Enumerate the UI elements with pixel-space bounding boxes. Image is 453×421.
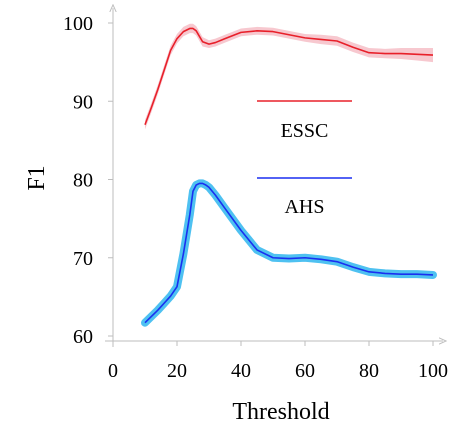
- y-tick-label: 80: [73, 170, 93, 192]
- y-ticks: 60 70 80 90 100: [63, 13, 113, 348]
- y-tick-label: 90: [73, 91, 93, 113]
- band-essc: [145, 23, 433, 130]
- legend-label-ahs: AHS: [284, 196, 324, 218]
- y-axis-label: F1: [24, 165, 50, 190]
- x-tick-label: 80: [359, 360, 379, 382]
- series-line-essc: [144, 27, 434, 126]
- series-layer: [141, 23, 437, 327]
- x-axis-label: Threshold: [232, 399, 329, 421]
- legend: ESSC AHS: [257, 100, 352, 218]
- x-tick-label: 40: [231, 360, 251, 382]
- legend-label-essc: ESSC: [281, 120, 329, 142]
- x-tick-label: 60: [295, 360, 315, 382]
- x-tick-label: 20: [167, 360, 187, 382]
- y-tick-label: 70: [73, 248, 93, 270]
- x-tick-label: 100: [418, 360, 448, 382]
- x-ticks: 0 20 40 60 80 100: [108, 341, 448, 382]
- x-tick-label: 0: [108, 360, 118, 382]
- y-tick-label: 100: [63, 13, 93, 35]
- series-line-ahs: [144, 182, 434, 324]
- y-tick-label: 60: [73, 326, 93, 348]
